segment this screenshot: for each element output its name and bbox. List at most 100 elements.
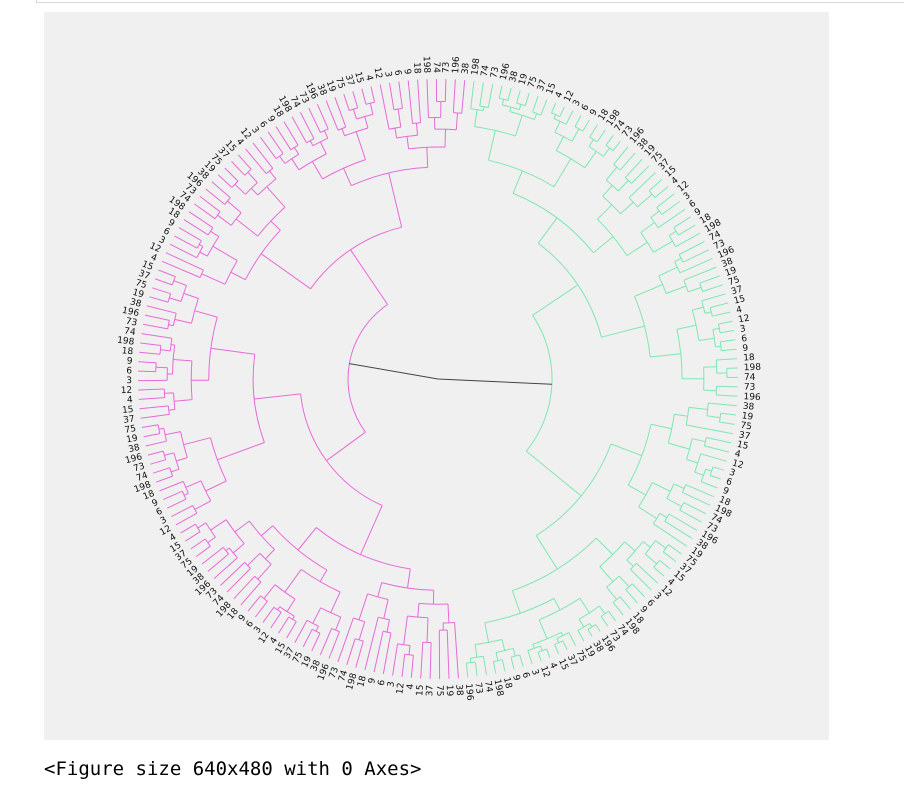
dendrogram-radial-link-270 <box>501 659 506 672</box>
dendrogram-radial-link-117 <box>692 306 704 311</box>
dendrogram-radial-link-75 <box>628 172 656 199</box>
dendrogram-radial-link-547 <box>299 112 315 139</box>
dendrogram-radial-link-85 <box>657 208 686 229</box>
dendrogram-radial-link-58 <box>612 140 621 152</box>
dendrogram-arc-308 <box>397 643 411 646</box>
leaf-label-139: 38 <box>128 443 142 455</box>
leaf-label-100: 12 <box>395 682 406 695</box>
dendrogram-radial-link-133 <box>721 348 737 352</box>
dendrogram-arc-578 <box>393 107 403 111</box>
dendrogram-radial-link-475 <box>388 172 403 228</box>
dendrogram-radial-link-172 <box>694 471 704 476</box>
dendrogram-radial-link-309 <box>410 655 414 678</box>
dendrogram-radial-link-501 <box>217 214 232 226</box>
dendrogram-radial-link-162 <box>720 412 736 416</box>
dendrogram-arc-356 <box>273 606 282 613</box>
dendrogram-radial-link-231 <box>579 598 590 614</box>
dendrogram-arc-272 <box>493 659 503 663</box>
leaf-label-188: 15 <box>352 71 365 85</box>
dendrogram-arc-482 <box>224 260 238 285</box>
dendrogram-radial-link-130 <box>720 330 735 334</box>
dendrogram-radial-link-483 <box>161 260 201 278</box>
leaf-label-101: 3 <box>386 681 397 688</box>
dendrogram-radial-link-301 <box>403 615 408 645</box>
dendrogram-radial-link-40 <box>571 128 580 142</box>
dendrogram-radial-link-318 <box>382 632 392 675</box>
dendrogram-radial-link-132 <box>720 339 736 343</box>
dendrogram-arc-17 <box>470 108 484 112</box>
dendrogram-radial-link-571 <box>416 123 418 136</box>
dendrogram-radial-link-511 <box>269 170 277 180</box>
dendrogram-radial-link-291 <box>447 603 450 623</box>
leaf-label-102: 6 <box>377 679 388 687</box>
dendrogram-radial-link-435 <box>140 413 170 419</box>
dendrogram-radial-link-210 <box>668 544 682 555</box>
dendrogram-root-link-594 <box>349 363 552 385</box>
dendrogram-radial-link-489 <box>169 243 198 259</box>
leaf-label-142: 37 <box>123 414 136 425</box>
dendrogram-arc-44 <box>553 118 567 125</box>
dendrogram-arc-245 <box>587 624 596 630</box>
dendrogram-arc-176 <box>700 468 707 482</box>
dendrogram-arc-140 <box>715 359 718 374</box>
dendrogram-radial-link-376 <box>225 547 230 552</box>
dendrogram-radial-link-193 <box>653 523 688 547</box>
dendrogram-radial-link-381 <box>207 536 216 544</box>
dendrogram-radial-link-135 <box>703 366 717 368</box>
leaf-label-191: 3 <box>382 71 393 78</box>
leaf-label-187: 37 <box>343 73 356 87</box>
dendrogram-arc-239 <box>600 610 609 617</box>
dendrogram-radial-link-228 <box>553 598 561 611</box>
dendrogram-radial-link-454 <box>140 342 161 346</box>
dendrogram-arc-56 <box>589 136 598 143</box>
leaf-label-195: 198 <box>421 56 432 74</box>
dendrogram-radial-link-81 <box>640 222 655 234</box>
dendrogram-radial-link-282 <box>360 505 383 555</box>
dendrogram-radial-link-579 <box>407 80 413 124</box>
dendrogram-radial-link-339 <box>315 625 319 632</box>
dendrogram-arc-470 <box>167 293 172 303</box>
dendrogram-radial-link-552 <box>341 128 346 136</box>
dendrogram-radial-link-355 <box>262 607 275 623</box>
dendrogram-arc-98 <box>634 296 651 358</box>
leaf-label-163: 9 <box>166 218 176 230</box>
leaf-label-62: 73 <box>704 521 719 535</box>
dendrogram-radial-link-63 <box>602 185 613 197</box>
leaf-label-132: 6 <box>155 507 165 519</box>
dendrogram-arc-5 <box>537 242 602 338</box>
dendrogram-arc-278 <box>466 661 476 664</box>
dendrogram-arc-509 <box>224 197 231 205</box>
dendrogram-radial-link-525 <box>343 167 352 186</box>
dendrogram-arc-566 <box>365 101 375 105</box>
leaf-label-45: 198 <box>744 363 762 374</box>
leaf-label-1: 74 <box>480 64 492 77</box>
leaf-label-129: 4 <box>168 532 178 544</box>
dendrogram-radial-link-87 <box>656 193 675 208</box>
dendrogram-radial-link-100 <box>666 285 687 294</box>
dendrogram-radial-link-243 <box>595 624 601 632</box>
dendrogram-radial-link-403 <box>159 480 184 492</box>
dendrogram-radial-link-106 <box>682 249 710 263</box>
dendrogram-arc-242 <box>577 623 590 631</box>
dendrogram-radial-link-360 <box>265 549 275 560</box>
dendrogram-radial-link-214 <box>653 566 665 577</box>
dendrogram-radial-link-82 <box>653 240 673 253</box>
dendrogram-arc-560 <box>356 113 374 120</box>
dendrogram-radial-link-250 <box>556 638 560 643</box>
dendrogram-arc-62 <box>597 218 628 256</box>
dendrogram-radial-link-186 <box>685 484 715 498</box>
dendrogram-arc-584 <box>434 128 457 131</box>
leaf-label-82: 37 <box>565 653 579 668</box>
dendrogram-arc-485 <box>199 269 204 278</box>
dendrogram-radial-link-219 <box>618 575 630 588</box>
dendrogram-arc-71 <box>613 164 621 171</box>
dendrogram-radial-link-486 <box>199 251 208 257</box>
dendrogram-arc-407 <box>181 490 187 500</box>
dendrogram-arc-401 <box>192 505 198 514</box>
dendrogram-arc-110 <box>683 280 689 293</box>
leaf-label-154: 38 <box>129 297 143 310</box>
dendrogram-arc-425 <box>157 424 161 434</box>
dendrogram-radial-link-340 <box>294 620 308 643</box>
leaf-label-182: 73 <box>296 91 310 106</box>
dendrogram-radial-link-459 <box>168 324 174 327</box>
